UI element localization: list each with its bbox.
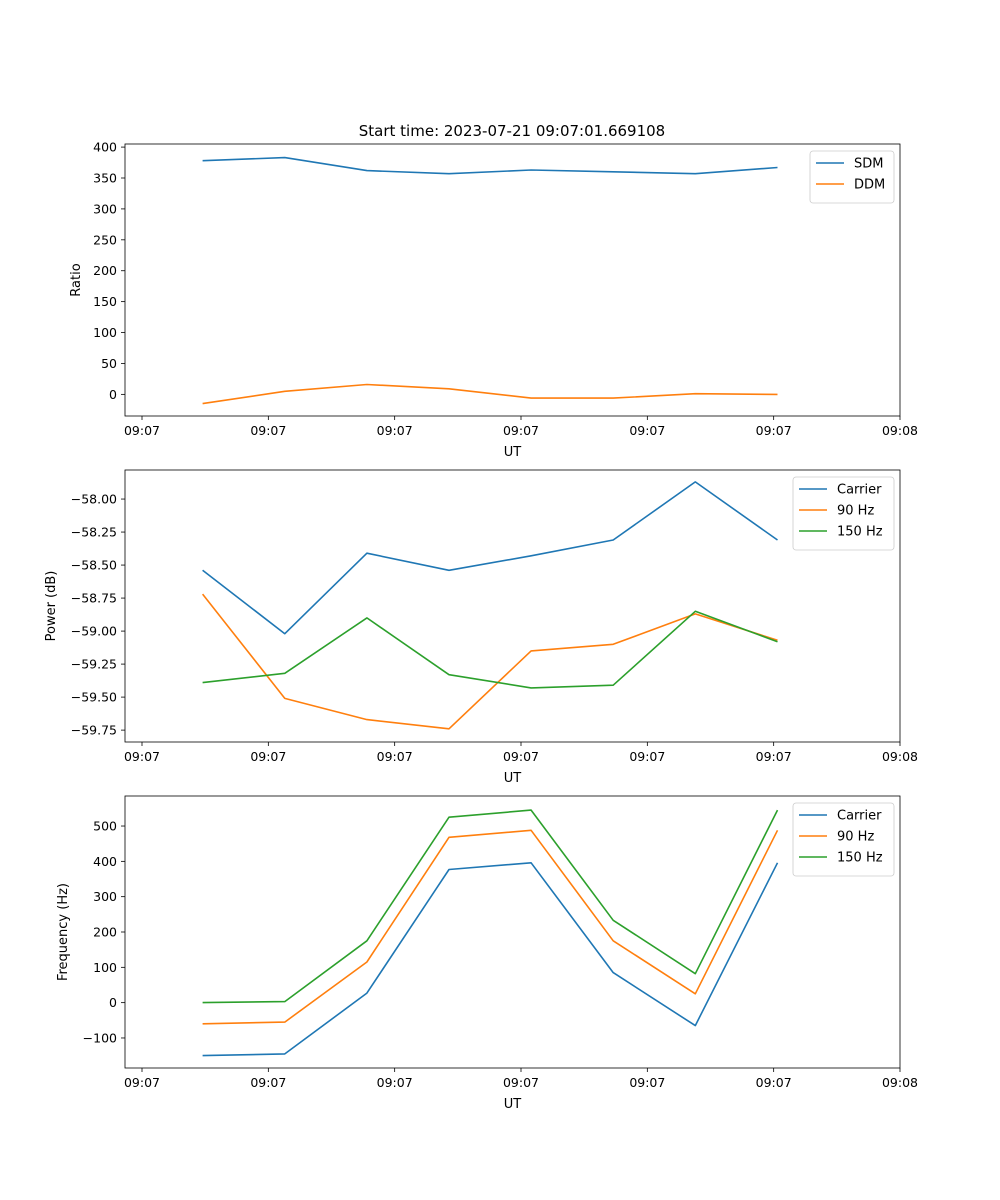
y-tick-label: 200 bbox=[93, 925, 117, 940]
legend-box bbox=[809, 150, 895, 204]
y-tick-label: 400 bbox=[93, 140, 117, 155]
y-tick-label: 100 bbox=[93, 960, 117, 975]
x-tick-label: 09:07 bbox=[756, 423, 792, 438]
y-tick-label: 100 bbox=[93, 325, 117, 340]
y-tick-label: −58.75 bbox=[71, 591, 117, 606]
x-tick-label: 09:07 bbox=[503, 749, 539, 764]
x-tick-label: 09:08 bbox=[882, 749, 918, 764]
x-axis-label: UT bbox=[504, 771, 522, 786]
y-tick-label: −58.25 bbox=[71, 525, 117, 540]
y-tick-label: −59.50 bbox=[71, 690, 117, 705]
y-tick-label: −59.25 bbox=[71, 657, 117, 672]
y-tick-label: 200 bbox=[93, 263, 117, 278]
x-tick-label: 09:07 bbox=[250, 749, 286, 764]
x-tick-label: 09:07 bbox=[250, 423, 286, 438]
axes-frame bbox=[124, 469, 901, 743]
y-tick-label: −100 bbox=[83, 1030, 117, 1045]
series-line-carrier bbox=[202, 481, 778, 635]
x-tick-label: 09:07 bbox=[377, 749, 413, 764]
legend-label: DDM bbox=[854, 178, 885, 193]
series-line-carrier bbox=[202, 861, 779, 1057]
x-tick-label: 09:07 bbox=[250, 1075, 286, 1090]
series-line-150-hz bbox=[202, 809, 779, 1004]
y-axis-label: Ratio bbox=[69, 263, 84, 296]
y-tick-label: 350 bbox=[93, 171, 117, 186]
y-tick-label: 0 bbox=[109, 387, 117, 402]
x-tick-label: 09:07 bbox=[124, 423, 160, 438]
x-tick-label: 09:07 bbox=[124, 749, 160, 764]
x-tick-label: 09:07 bbox=[629, 423, 665, 438]
legend-label: Carrier bbox=[837, 809, 882, 824]
legend: SDM DDM bbox=[809, 150, 895, 204]
legend-label: 90 Hz bbox=[837, 830, 874, 845]
y-tick-label: 250 bbox=[93, 232, 117, 247]
x-axis-label: UT bbox=[504, 1097, 522, 1112]
plot-3: 09:07 09:07 09:07 09:07 09:07 09:07 09:08 −100 0… bbox=[56, 795, 918, 1112]
x-tick-label: 09:07 bbox=[756, 749, 792, 764]
y-tick-label: 150 bbox=[93, 294, 117, 309]
y-axis-label: Frequency (Hz) bbox=[56, 883, 71, 981]
y-tick-label: −59.75 bbox=[71, 723, 117, 738]
y-tick-label: 300 bbox=[93, 889, 117, 904]
x-tick-label: 09:07 bbox=[503, 1075, 539, 1090]
series-line-90-hz bbox=[202, 829, 779, 1025]
y-tick-label: −58.00 bbox=[71, 492, 117, 507]
x-tick-label: 09:08 bbox=[882, 423, 918, 438]
y-tick-label: 300 bbox=[93, 201, 117, 216]
x-axis-label: UT bbox=[504, 445, 522, 460]
y-tick-label: 50 bbox=[101, 356, 117, 371]
x-tick-label: 09:07 bbox=[629, 1075, 665, 1090]
x-tick-label: 09:08 bbox=[882, 1075, 918, 1090]
legend: Carrier 90 Hz 150 Hz bbox=[792, 476, 895, 551]
legend-label: 150 Hz bbox=[837, 525, 883, 540]
legend: Carrier 90 Hz 150 Hz bbox=[792, 802, 895, 877]
plot-2: 09:07 09:07 09:07 09:07 09:07 09:07 09:08 −58.0… bbox=[44, 469, 918, 786]
legend-label: 150 Hz bbox=[837, 851, 883, 866]
plots: 09:07 09:07 09:07 09:07 09:07 09:07 09:08 0 50 10… bbox=[44, 140, 918, 1112]
series-line-ddm bbox=[202, 383, 778, 405]
legend-label: Carrier bbox=[837, 483, 882, 498]
x-tick-label: 09:07 bbox=[377, 423, 413, 438]
y-tick-label: 500 bbox=[93, 819, 117, 834]
x-tick-label: 09:07 bbox=[377, 1075, 413, 1090]
y-axis-label: Power (dB) bbox=[44, 571, 59, 642]
legend-label: SDM bbox=[854, 157, 883, 172]
x-tick-label: 09:07 bbox=[124, 1075, 160, 1090]
plot-1: 09:07 09:07 09:07 09:07 09:07 09:07 09:08 0 50 10… bbox=[69, 140, 918, 460]
x-tick-label: 09:07 bbox=[503, 423, 539, 438]
axes-frame bbox=[124, 143, 901, 417]
y-tick-label: −59.00 bbox=[71, 624, 117, 639]
series-line-150-hz bbox=[202, 610, 778, 689]
figure-title: Start time: 2023-07-21 09:07:01.669108 bbox=[359, 122, 665, 140]
series-line-90-hz bbox=[201, 593, 778, 730]
y-tick-label: 0 bbox=[109, 995, 117, 1010]
x-tick-label: 09:07 bbox=[756, 1075, 792, 1090]
y-tick-label: 400 bbox=[93, 854, 117, 869]
x-tick-label: 09:07 bbox=[629, 749, 665, 764]
series-line-sdm bbox=[202, 156, 778, 175]
y-tick-label: −58.50 bbox=[71, 558, 117, 573]
legend-label: 90 Hz bbox=[837, 504, 874, 519]
